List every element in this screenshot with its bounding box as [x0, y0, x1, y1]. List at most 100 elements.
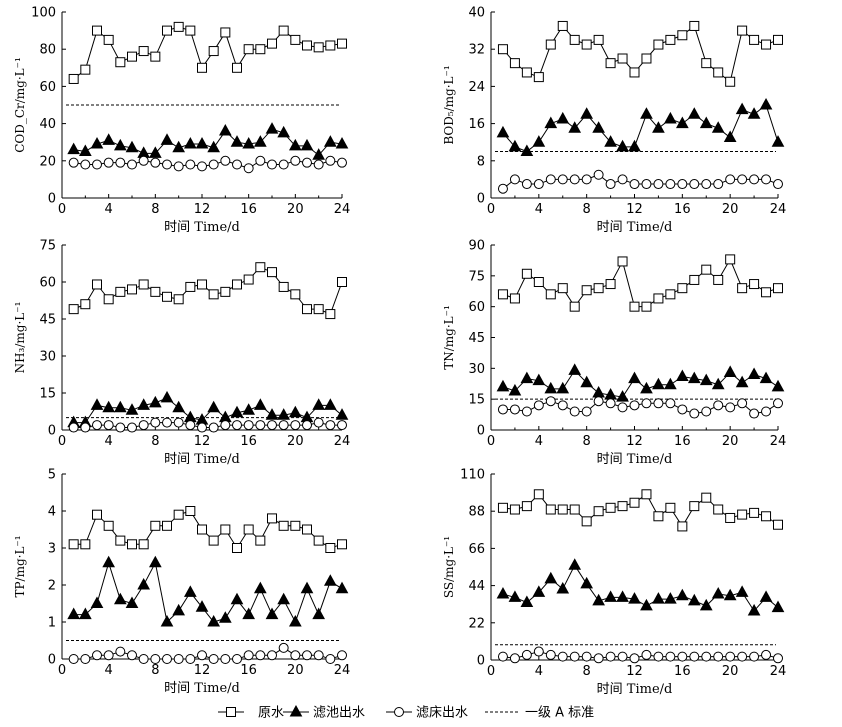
data-point [773, 179, 783, 190]
data-point [265, 122, 279, 134]
data-point [652, 121, 665, 133]
data-point [497, 44, 508, 55]
data-point [127, 159, 137, 170]
data-point [242, 137, 256, 149]
data-point [617, 174, 628, 185]
data-point [267, 159, 277, 170]
data-point [521, 649, 532, 660]
y-tick-label: 3 [48, 542, 56, 557]
x-tick-label: 12 [194, 434, 211, 449]
data-point [629, 653, 640, 664]
data-point [723, 588, 737, 601]
data-point [337, 650, 347, 661]
data-point [509, 653, 520, 664]
data-point [509, 174, 520, 185]
data-point [545, 504, 556, 515]
data-point [545, 39, 556, 50]
data-point [592, 121, 605, 133]
series-line [502, 25, 779, 83]
data-point [267, 38, 277, 49]
data-point [509, 504, 520, 515]
data-point [711, 587, 725, 599]
data-point [115, 535, 126, 546]
data-point [67, 607, 81, 620]
legend-item: 原水 [218, 706, 284, 721]
x-tick-label: 8 [583, 202, 591, 217]
data-point [185, 654, 196, 664]
y-tick-label: 0 [477, 424, 485, 439]
data-point [148, 395, 162, 408]
data-point [759, 97, 773, 110]
y-axis-label: COD_Cr/mg·L⁻¹ [13, 57, 27, 153]
data-point [220, 27, 231, 38]
data-point [207, 400, 221, 413]
series-triangle [496, 363, 785, 402]
data-point [737, 25, 748, 36]
data-point [497, 651, 508, 662]
data-point [335, 408, 349, 420]
data-point [243, 650, 254, 661]
data-point [521, 179, 532, 190]
series-line [73, 128, 343, 156]
data-point [232, 279, 242, 290]
data-point [749, 174, 760, 185]
data-point [616, 590, 629, 602]
data-point [544, 381, 558, 394]
data-point [689, 651, 700, 662]
data-point [616, 390, 629, 402]
data-point [592, 385, 605, 398]
data-point [102, 133, 116, 145]
x-tick-label: 16 [674, 434, 691, 449]
series-triangle [496, 558, 785, 616]
data-point [652, 377, 665, 390]
data-point [125, 140, 139, 153]
data-point [68, 422, 79, 433]
data-point [183, 585, 197, 597]
x-tick-label: 12 [626, 434, 643, 449]
data-point [253, 398, 267, 410]
data-point [313, 535, 324, 546]
series-line [73, 647, 343, 660]
data-point [593, 506, 604, 517]
data-point [521, 406, 532, 417]
x-tick-label: 4 [535, 664, 543, 679]
data-point [150, 654, 161, 664]
series-circle [497, 646, 783, 664]
data-point [243, 420, 254, 431]
data-point [232, 159, 242, 170]
data-point [148, 555, 162, 568]
data-point [711, 377, 725, 390]
data-point [278, 520, 289, 531]
data-point [115, 157, 126, 168]
data-point [265, 408, 279, 420]
data-point [103, 294, 114, 305]
x-axis-label: 时间 Time/d [164, 452, 240, 467]
x-tick-label: 20 [287, 202, 304, 217]
legend-label: 原水 [258, 706, 284, 721]
y-tick-label: 60 [39, 80, 56, 95]
series-square [68, 21, 347, 84]
data-point [208, 654, 219, 664]
data-point [68, 304, 79, 315]
data-point [185, 506, 196, 516]
series-square [497, 20, 783, 87]
data-point [580, 107, 594, 119]
data-point [185, 420, 196, 431]
data-point [508, 139, 522, 152]
data-point [664, 377, 677, 390]
data-point [544, 571, 558, 584]
data-point [92, 159, 102, 170]
data-point [80, 654, 91, 664]
series-square [497, 489, 783, 532]
data-point [337, 539, 347, 550]
data-point [150, 417, 161, 428]
data-point [138, 539, 149, 550]
data-point [127, 284, 137, 295]
data-point [255, 44, 266, 55]
data-point [160, 614, 174, 627]
data-point [616, 139, 629, 152]
series-triangle [67, 122, 349, 160]
data-point [277, 408, 291, 420]
data-point [773, 398, 783, 409]
data-point [290, 34, 301, 45]
